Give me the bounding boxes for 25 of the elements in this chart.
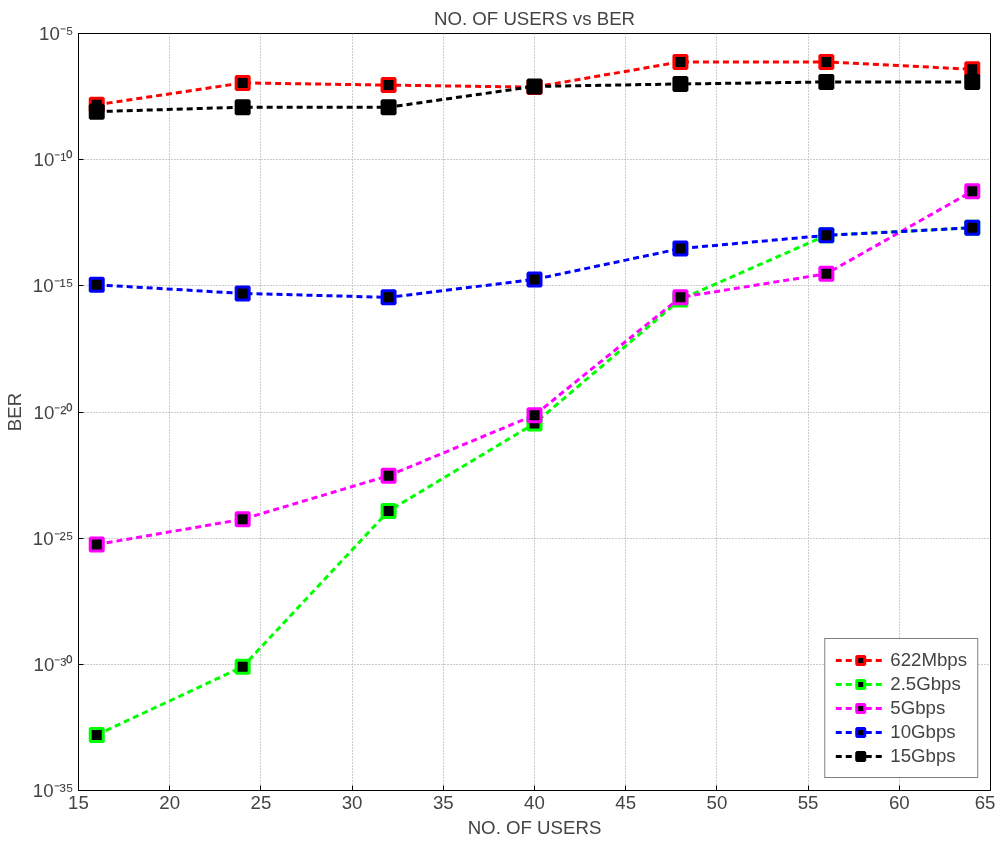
legend-label: 2.5Gbps — [890, 673, 961, 695]
y-tick-label: 10⁻²⁰ — [33, 401, 74, 423]
y-axis-title: BER — [3, 392, 25, 432]
x-tick-label: 55 — [797, 791, 819, 813]
x-tick-label: 40 — [524, 791, 545, 813]
x-tick-label: 35 — [432, 791, 454, 813]
legend-label: 5Gbps — [890, 697, 946, 719]
x-axis-title: NO. OF USERS — [467, 816, 602, 838]
x-tick-label: 45 — [615, 791, 637, 813]
x-tick-label: 65 — [974, 791, 996, 813]
x-tick-label: 60 — [888, 791, 910, 813]
y-tick-label: 10⁻²⁵ — [32, 527, 74, 549]
legend-label: 622Mbps — [890, 649, 967, 671]
y-tick-label: 10⁻¹⁵ — [32, 275, 74, 297]
y-tick-label: 10⁻⁵ — [39, 23, 74, 44]
x-tick-label: 15 — [68, 791, 89, 813]
legend-label: 15Gbps — [890, 745, 956, 767]
x-tick-label: 50 — [706, 791, 728, 813]
x-tick-label: 25 — [250, 791, 272, 813]
x-tick-label: 30 — [341, 791, 363, 813]
y-tick-label: 10⁻¹⁰ — [33, 149, 74, 171]
x-tick-label: 20 — [159, 791, 181, 813]
y-tick-label: 10⁻³⁰ — [33, 653, 74, 675]
legend-label: 10Gbps — [890, 721, 956, 743]
chart-title: NO. OF USERS vs BER — [433, 7, 636, 29]
